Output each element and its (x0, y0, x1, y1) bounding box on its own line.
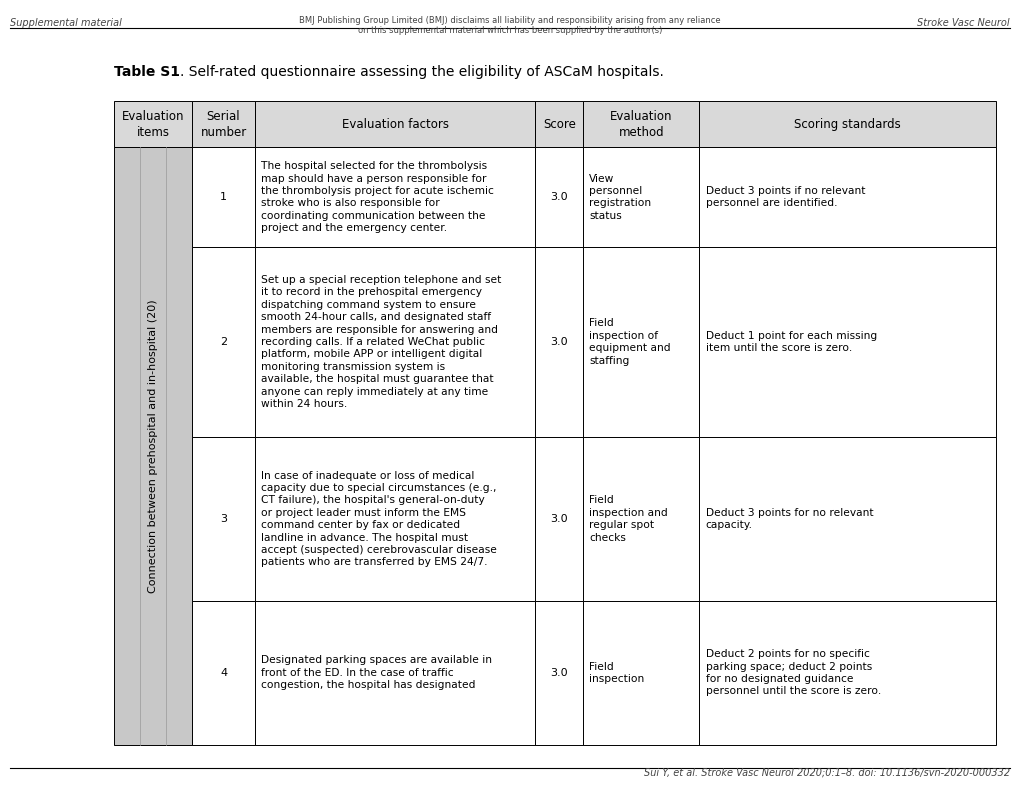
Bar (255, 247, 535, 437)
Text: Deduct 1 point for each missing
item until the score is zero.: Deduct 1 point for each missing item unt… (705, 331, 876, 353)
Bar (192, 601, 255, 745)
Text: Evaluation
method: Evaluation method (609, 110, 672, 139)
Text: Sui Y, et al. Stroke Vasc Neurol 2020;0:1–8. doi: 10.1136/svn-2020-000332: Sui Y, et al. Stroke Vasc Neurol 2020;0:… (643, 768, 1009, 778)
Text: Deduct 2 points for no specific
parking space; deduct 2 points
for no designated: Deduct 2 points for no specific parking … (705, 649, 880, 697)
Text: View
personnel
registration
status: View personnel registration status (589, 173, 651, 221)
Bar (583, 147, 699, 247)
Bar (583, 101, 699, 147)
Text: Deduct 3 points for no relevant
capacity.: Deduct 3 points for no relevant capacity… (705, 507, 872, 530)
Bar (535, 147, 583, 247)
Text: 3.0: 3.0 (550, 192, 568, 202)
Text: 2: 2 (220, 337, 227, 347)
Text: Field
inspection of
equipment and
staffing: Field inspection of equipment and staffi… (589, 318, 671, 366)
Bar (192, 101, 255, 147)
Text: Evaluation
items: Evaluation items (121, 110, 184, 139)
Text: . Self-rated questionnaire assessing the eligibility of ASCaM hospitals.: . Self-rated questionnaire assessing the… (179, 65, 662, 79)
Text: Designated parking spaces are available in
front of the ED. In the case of traff: Designated parking spaces are available … (261, 656, 492, 690)
Bar (535, 601, 583, 745)
Text: Field
inspection and
regular spot
checks: Field inspection and regular spot checks (589, 496, 667, 543)
Bar (699, 601, 995, 745)
Text: Field
inspection: Field inspection (589, 662, 644, 684)
Text: Stroke Vasc Neurol: Stroke Vasc Neurol (916, 18, 1009, 28)
Text: BMJ Publishing Group Limited (BMJ) disclaims all liability and responsibility ar: BMJ Publishing Group Limited (BMJ) discl… (299, 16, 720, 35)
Text: Score: Score (542, 117, 575, 131)
Bar (535, 101, 583, 147)
Text: Scoring standards: Scoring standards (794, 117, 900, 131)
Text: 3.0: 3.0 (550, 514, 568, 524)
Text: In case of inadequate or loss of medical
capacity due to special circumstances (: In case of inadequate or loss of medical… (261, 470, 496, 567)
Bar (192, 247, 255, 437)
Bar (535, 437, 583, 601)
Text: 3.0: 3.0 (550, 668, 568, 678)
Text: Deduct 3 points if no relevant
personnel are identified.: Deduct 3 points if no relevant personnel… (705, 186, 864, 208)
Text: 4: 4 (220, 668, 227, 678)
Bar (583, 601, 699, 745)
Bar (699, 101, 995, 147)
Text: 1: 1 (220, 192, 227, 202)
Bar (114, 101, 192, 147)
Bar (255, 437, 535, 601)
Text: The hospital selected for the thrombolysis
map should have a person responsible : The hospital selected for the thrombolys… (261, 161, 494, 233)
Text: 3.0: 3.0 (550, 337, 568, 347)
Bar (255, 147, 535, 247)
Bar (255, 601, 535, 745)
Bar (255, 101, 535, 147)
Bar (192, 147, 255, 247)
Text: Table S1: Table S1 (114, 65, 180, 79)
Bar (192, 437, 255, 601)
Bar (699, 147, 995, 247)
Bar (699, 247, 995, 437)
Bar (535, 247, 583, 437)
Text: Set up a special reception telephone and set
it to record in the prehospital eme: Set up a special reception telephone and… (261, 275, 501, 409)
Bar (699, 437, 995, 601)
Text: Evaluation factors: Evaluation factors (341, 117, 448, 131)
Text: Serial
number: Serial number (200, 110, 247, 139)
Bar (583, 247, 699, 437)
Text: 3: 3 (220, 514, 227, 524)
Bar (583, 437, 699, 601)
Text: Supplemental material: Supplemental material (10, 18, 122, 28)
Text: Connection between prehospital and in-hospital (20): Connection between prehospital and in-ho… (148, 299, 158, 593)
Bar (114, 147, 192, 745)
